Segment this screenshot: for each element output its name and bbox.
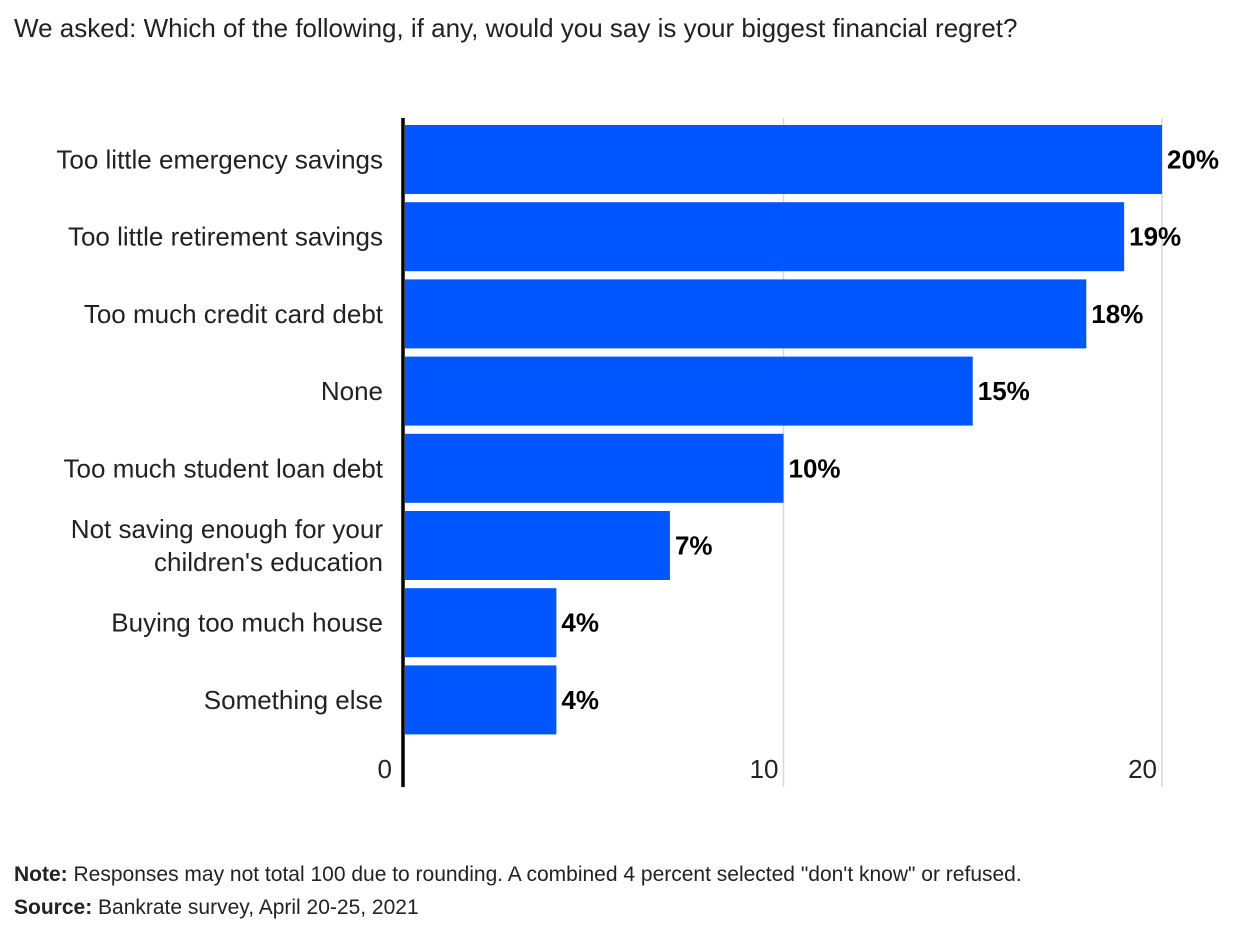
category-label-1: Too little retirement savings (68, 222, 383, 252)
value-label-3: 15% (978, 376, 1030, 406)
bar-6 (405, 588, 557, 658)
source-label: Source: (14, 896, 93, 919)
note-label: Note: (14, 863, 68, 886)
x-tick-label-1: 10 (750, 754, 779, 784)
category-label-line: children's education (154, 547, 383, 577)
note-text: Responses may not total 100 due to round… (67, 863, 1022, 886)
x-tick-label-2: 20 (1128, 754, 1157, 784)
category-label-line: Not saving enough for your (71, 514, 384, 544)
chart-title: We asked: Which of the following, if any… (14, 13, 1018, 43)
bar-2 (405, 279, 1087, 349)
bar-7 (405, 665, 557, 735)
value-label-0: 20% (1167, 145, 1219, 175)
value-label-2: 18% (1091, 299, 1143, 329)
value-label-1: 19% (1129, 222, 1181, 252)
category-label-line: Too much credit card debt (84, 299, 384, 329)
value-label-7: 4% (561, 685, 599, 715)
category-label-line: Too much student loan debt (64, 453, 384, 483)
bar-3 (405, 356, 973, 426)
chart-footer: Note: Responses may not total 100 due to… (14, 858, 1022, 924)
source-line: Source: Bankrate survey, April 20-25, 20… (14, 891, 1022, 924)
source-text: Bankrate survey, April 20-25, 2021 (92, 896, 419, 919)
category-label-line: Too little emergency savings (56, 145, 383, 175)
category-label-line: Too little retirement savings (68, 222, 383, 252)
value-label-6: 4% (561, 608, 599, 638)
category-label-3: None (321, 376, 383, 406)
x-tick-label-0: 0 (378, 754, 392, 784)
category-label-5: Not saving enough for your children's edu… (71, 514, 384, 577)
category-label-line: Something else (204, 685, 383, 715)
bar-5 (405, 511, 670, 580)
value-label-4: 10% (789, 453, 841, 483)
category-label-6: Buying too much house (111, 608, 383, 638)
category-label-7: Something else (204, 685, 383, 715)
category-label-line: None (321, 376, 383, 406)
bar-1 (405, 202, 1125, 272)
category-label-line: Buying too much house (111, 608, 383, 638)
category-label-4: Too much student loan debt (64, 453, 384, 483)
category-label-2: Too much credit card debt (84, 299, 384, 329)
note-line: Note: Responses may not total 100 due to… (14, 858, 1022, 891)
category-label-0: Too little emergency savings (56, 145, 383, 175)
bar-4 (405, 433, 784, 503)
bar-0 (405, 125, 1162, 194)
value-label-5: 7% (675, 531, 713, 561)
